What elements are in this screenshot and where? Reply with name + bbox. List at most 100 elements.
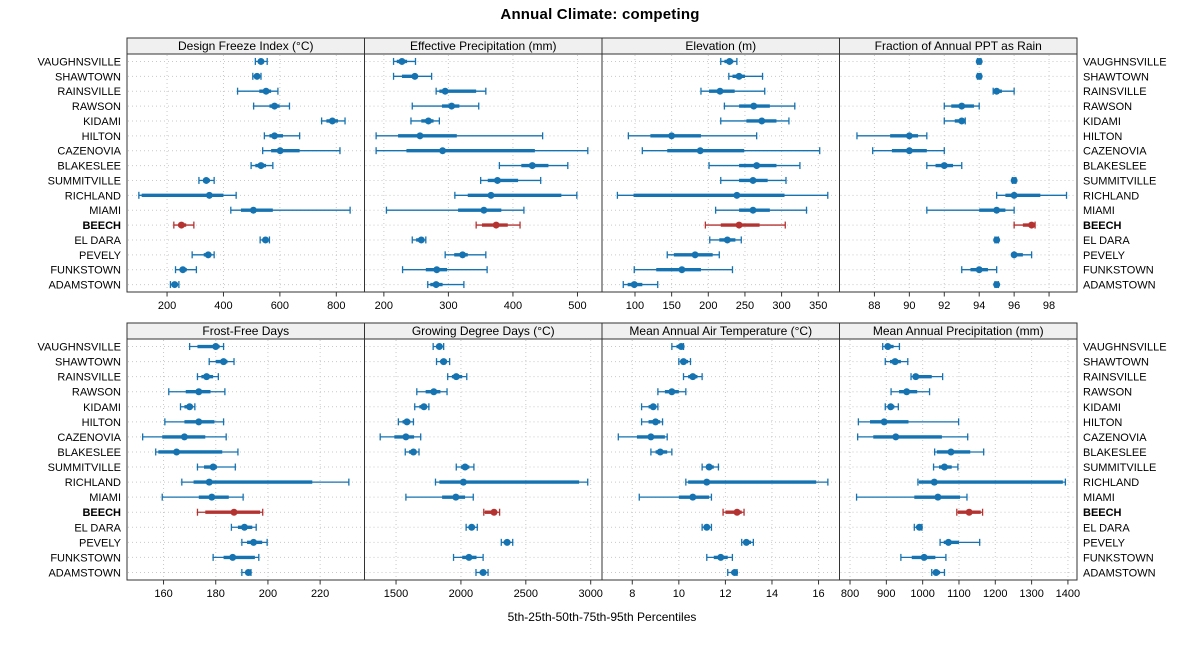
station-label-right: CAZENOVIA <box>1083 432 1147 444</box>
series-richland <box>996 191 1068 199</box>
median-dot <box>180 433 188 441</box>
station-label-right: MIAMI <box>1083 205 1115 217</box>
series-el-dara <box>259 236 271 244</box>
series-pevely <box>191 251 215 259</box>
series-funkstown <box>961 266 998 274</box>
axis-tick-label: 220 <box>311 588 329 600</box>
median-dot <box>253 72 261 80</box>
axis-tick-label: 300 <box>439 300 457 312</box>
median-dot <box>433 266 441 274</box>
panel-elevation: Elevation (m) 100 150 200 250 300 350 <box>601 37 840 312</box>
median-dot <box>452 493 460 501</box>
median-dot <box>448 102 456 110</box>
median-dot <box>402 433 410 441</box>
median-dot <box>1010 191 1018 199</box>
series-hilton <box>397 418 415 426</box>
median-dot <box>912 373 920 381</box>
axis-tick-label: 350 <box>809 300 827 312</box>
median-dot <box>195 388 203 396</box>
station-label-left: VAUGHNSVILLE <box>37 342 121 354</box>
median-dot <box>679 358 687 366</box>
median-dot <box>479 568 487 576</box>
median-dot <box>244 568 252 576</box>
series-vaughnsville <box>720 57 738 65</box>
series-rawson <box>723 102 796 110</box>
series-rainsville <box>196 373 219 381</box>
station-label-right: HILTON <box>1083 417 1122 429</box>
series-rainsville <box>447 373 468 381</box>
median-dot <box>649 403 657 411</box>
axis-tick-label: 1100 <box>947 588 971 600</box>
series-pevely <box>500 538 514 546</box>
median-dot <box>733 191 741 199</box>
series-funkstown <box>633 266 734 274</box>
station-label-left: SUMMITVILLE <box>48 175 121 187</box>
station-label-right: SHAWTOWN <box>1083 357 1149 369</box>
median-dot <box>205 191 213 199</box>
series-rawson <box>890 388 931 396</box>
station-label-right: MIAMI <box>1083 492 1115 504</box>
median-dot <box>940 162 948 170</box>
station-label-right: RICHLAND <box>1083 477 1139 489</box>
series-beech <box>704 221 786 229</box>
series-richland <box>616 191 829 199</box>
median-dot <box>257 57 265 65</box>
panel-border <box>126 338 365 581</box>
median-dot <box>758 117 766 125</box>
series-blakeslee <box>404 448 420 456</box>
median-dot <box>1028 221 1036 229</box>
series-summitville <box>720 176 787 184</box>
station-label-right: PEVELY <box>1083 250 1126 262</box>
series-vaughnsville <box>882 343 901 351</box>
series-summitville <box>701 463 720 471</box>
series-cazenovia <box>262 147 341 155</box>
median-dot <box>202 176 210 184</box>
median-dot <box>735 221 743 229</box>
axis-tick-label: 250 <box>736 300 754 312</box>
series-pevely <box>939 538 981 546</box>
station-label-left: SHAWTOWN <box>55 357 121 369</box>
station-label-right: BEECH <box>1083 507 1122 519</box>
station-label-left: ADAMSTOWN <box>48 567 121 579</box>
panel-title: Elevation (m) <box>685 39 756 53</box>
series-blakeslee <box>708 162 801 170</box>
axis-tick-label: 8 <box>629 588 635 600</box>
axis-tick-label: 88 <box>868 300 880 312</box>
series-adamstown <box>169 281 180 289</box>
series-hilton <box>627 132 758 140</box>
series-vaughnsville <box>975 57 983 65</box>
median-dot <box>1010 251 1018 259</box>
median-dot <box>465 553 473 561</box>
axis-tick-label: 1000 <box>910 588 934 600</box>
station-label-right: CAZENOVIA <box>1083 146 1147 158</box>
station-label-right: VAUGHNSVILLE <box>1083 342 1167 354</box>
series-beech <box>196 508 264 516</box>
median-dot <box>432 281 440 289</box>
series-pevely <box>666 251 720 259</box>
median-dot <box>903 388 911 396</box>
series-summitville <box>196 463 236 471</box>
median-dot <box>430 388 438 396</box>
axis-tick-label: 200 <box>699 300 717 312</box>
series-miami <box>714 206 808 214</box>
station-label-left: SUMMITVILLE <box>48 462 121 474</box>
median-dot <box>439 147 447 155</box>
series-summitville <box>932 463 959 471</box>
median-dot <box>993 87 1001 95</box>
series-vaughnsville <box>254 57 268 65</box>
median-dot <box>749 206 757 214</box>
axis-tick-label: 2500 <box>514 588 538 600</box>
panel-title: Growing Degree Days (°C) <box>412 324 555 338</box>
median-dot <box>934 493 942 501</box>
median-dot <box>726 57 734 65</box>
median-dot <box>731 568 739 576</box>
median-dot <box>459 478 467 486</box>
median-dot <box>441 87 449 95</box>
series-cazenovia <box>872 147 945 155</box>
series-miami <box>638 493 713 501</box>
median-dot <box>944 538 952 546</box>
median-dot <box>677 343 685 351</box>
median-dot <box>689 493 697 501</box>
series-summitville <box>455 463 475 471</box>
series-cazenovia <box>375 147 589 155</box>
